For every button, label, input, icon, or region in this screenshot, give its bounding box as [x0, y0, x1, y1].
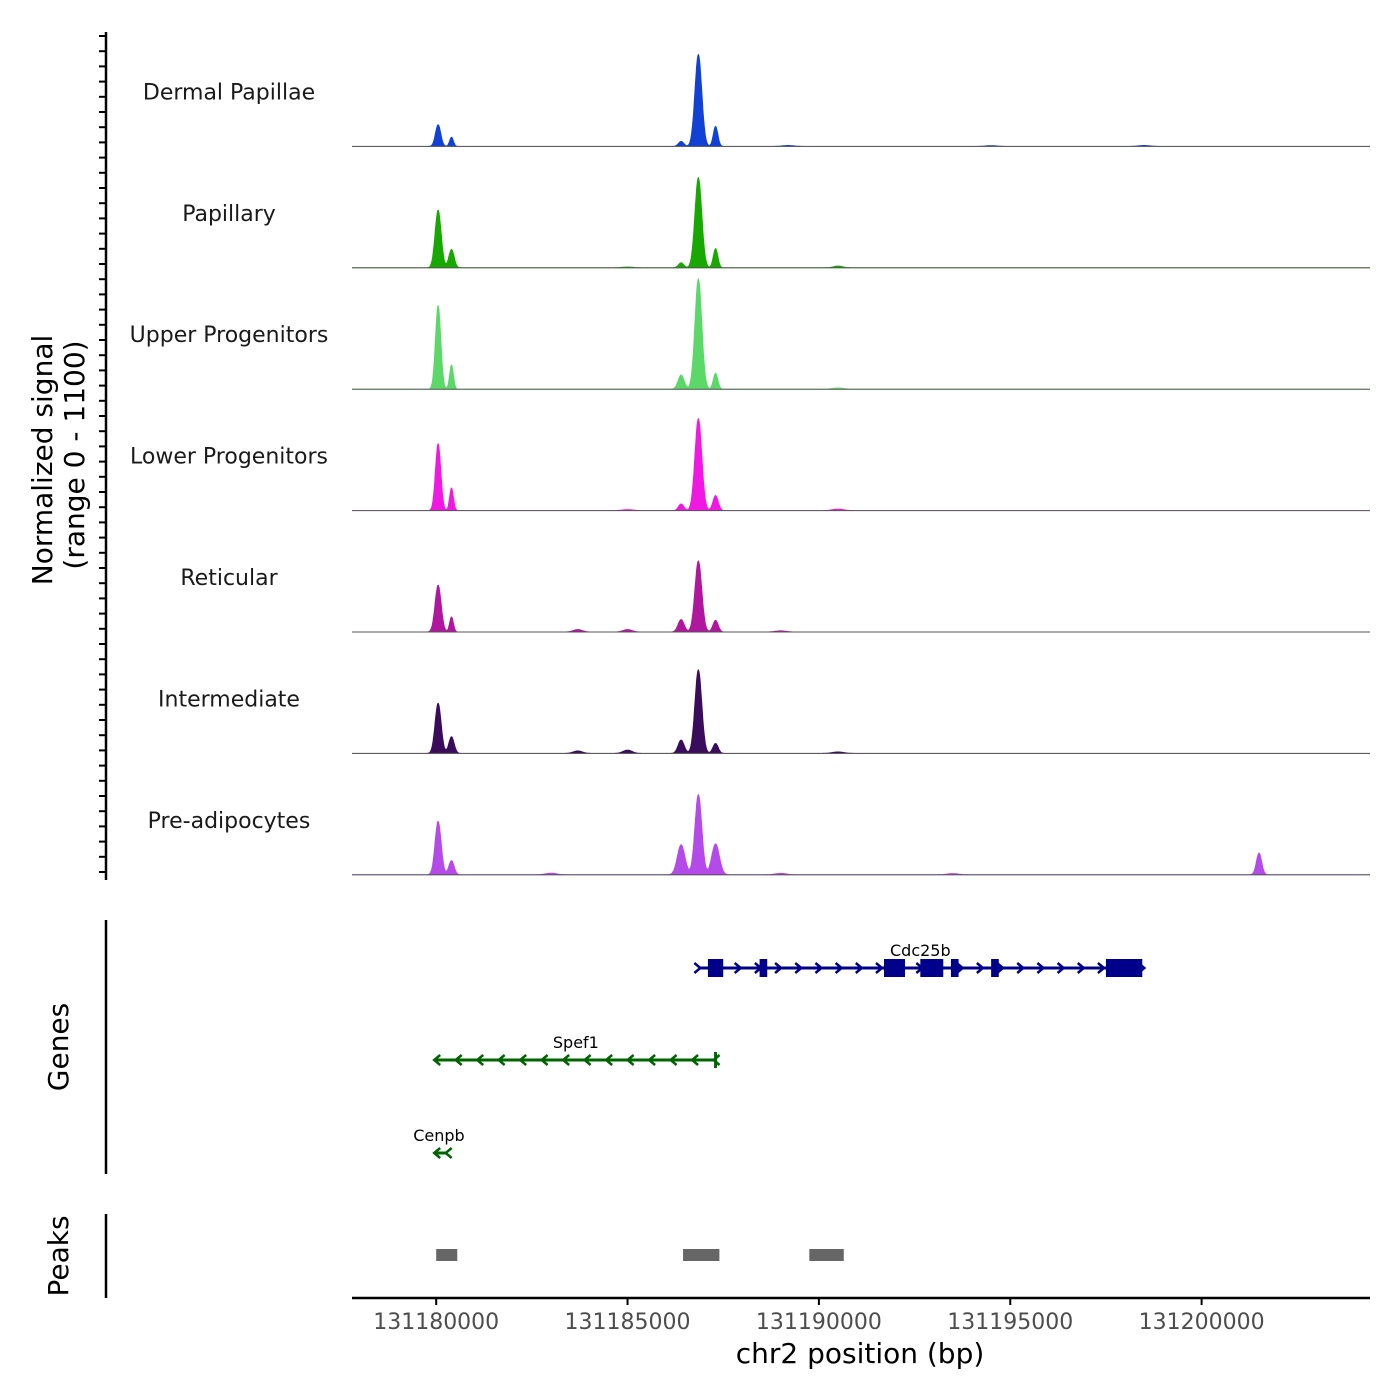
strand-arrow	[475, 1054, 484, 1066]
strand-arrow	[539, 1054, 549, 1066]
strand-arrow	[794, 962, 804, 974]
strand-arrow	[854, 962, 864, 974]
coverage-track: Lower Progenitors	[130, 417, 1370, 512]
strand-arrow	[582, 1054, 592, 1066]
x-tick-label: 131180000	[373, 1310, 499, 1335]
strand-arrow	[690, 1054, 699, 1066]
gene-exon	[991, 959, 999, 977]
x-axis-ticks: 131180000 131185000 131190000 131195000 1312…	[373, 1298, 1265, 1335]
coverage-signal	[352, 560, 1370, 633]
strand-arrow	[604, 1054, 613, 1066]
coverage-signal	[352, 793, 1370, 876]
gene-exon	[759, 959, 768, 977]
peaks-title: Peaks	[42, 1215, 75, 1296]
coverage-track: Intermediate	[158, 669, 1370, 754]
strand-arrow	[432, 1147, 441, 1159]
gene-exon	[1105, 959, 1143, 977]
peak-region	[683, 1249, 720, 1261]
coverage-signal	[352, 669, 1370, 754]
peak-regions-track	[436, 1249, 844, 1261]
strand-arrow	[518, 1054, 527, 1066]
peak-region	[809, 1249, 844, 1261]
coverage-track: Upper Progenitors	[130, 277, 1370, 390]
x-tick-label: 131195000	[947, 1310, 1073, 1335]
strand-arrow	[647, 1054, 656, 1066]
strand-arrow	[453, 1054, 463, 1066]
x-tick-label: 131190000	[756, 1310, 882, 1335]
coverage-signal	[352, 277, 1370, 390]
strand-arrow	[561, 1054, 570, 1066]
strand-arrow	[996, 962, 1005, 974]
strand-arrow	[733, 962, 743, 974]
coverage-tracks: Dermal Papillae Papillary Upper Progenitor…	[130, 53, 1370, 876]
strand-arrow	[432, 1054, 441, 1066]
peak-region	[436, 1249, 458, 1261]
coverage-track: Reticular	[180, 560, 1370, 633]
y-axis-title-line2: (range 0 - 1100)	[58, 340, 91, 569]
strand-arrow	[1036, 962, 1046, 974]
strand-arrow	[1016, 962, 1026, 974]
track-label: Pre-adipocytes	[148, 809, 311, 834]
gene-exon	[950, 959, 959, 977]
strand-arrow	[693, 962, 703, 974]
strand-arrow	[814, 962, 824, 974]
strand-arrow	[875, 962, 884, 974]
strand-arrow	[711, 1054, 721, 1066]
x-tick-label: 131185000	[565, 1310, 691, 1335]
gene-model: Spef1	[432, 1033, 721, 1068]
strand-arrow	[834, 962, 844, 974]
x-axis-title: chr2 position (bp)	[736, 1337, 985, 1370]
strand-arrow	[668, 1054, 678, 1066]
gene-annotation-track: Cdc25b Spef1 Cenpb	[413, 941, 1147, 1159]
strand-arrow	[1056, 962, 1066, 974]
track-label: Reticular	[180, 566, 278, 591]
strand-arrow	[976, 962, 985, 974]
coverage-track: Papillary	[182, 176, 1370, 269]
coverage-signal	[352, 53, 1370, 147]
y-axis-title-line1: Normalized signal	[26, 335, 59, 586]
strand-arrow	[1097, 962, 1106, 974]
strand-arrow	[496, 1054, 506, 1066]
strand-arrow	[955, 962, 965, 974]
coverage-signal	[352, 417, 1370, 511]
strand-arrow	[625, 1054, 635, 1066]
coverage-signal	[352, 176, 1370, 269]
gene-exon	[707, 959, 724, 977]
track-label: Lower Progenitors	[130, 445, 328, 470]
gene-model: Cenpb	[413, 1126, 465, 1159]
coverage-y-axis	[99, 32, 108, 880]
gene-exon	[883, 959, 906, 977]
coverage-track: Pre-adipocytes	[148, 793, 1370, 876]
strand-arrow	[774, 962, 784, 974]
track-label: Dermal Papillae	[143, 80, 315, 105]
gene-exon	[920, 959, 944, 977]
track-label: Intermediate	[158, 687, 300, 712]
strand-arrow	[443, 1147, 453, 1159]
track-label: Papillary	[182, 202, 276, 227]
x-tick-label: 131200000	[1139, 1310, 1265, 1335]
gene-model: Cdc25b	[693, 941, 1147, 977]
gene-label: Spef1	[553, 1033, 599, 1052]
gene-label: Cenpb	[413, 1126, 464, 1145]
gene-label: Cdc25b	[890, 941, 951, 960]
genes-title: Genes	[42, 1003, 75, 1091]
track-label: Upper Progenitors	[130, 323, 329, 348]
strand-arrow	[1076, 962, 1086, 974]
coverage-track: Dermal Papillae	[143, 53, 1370, 147]
